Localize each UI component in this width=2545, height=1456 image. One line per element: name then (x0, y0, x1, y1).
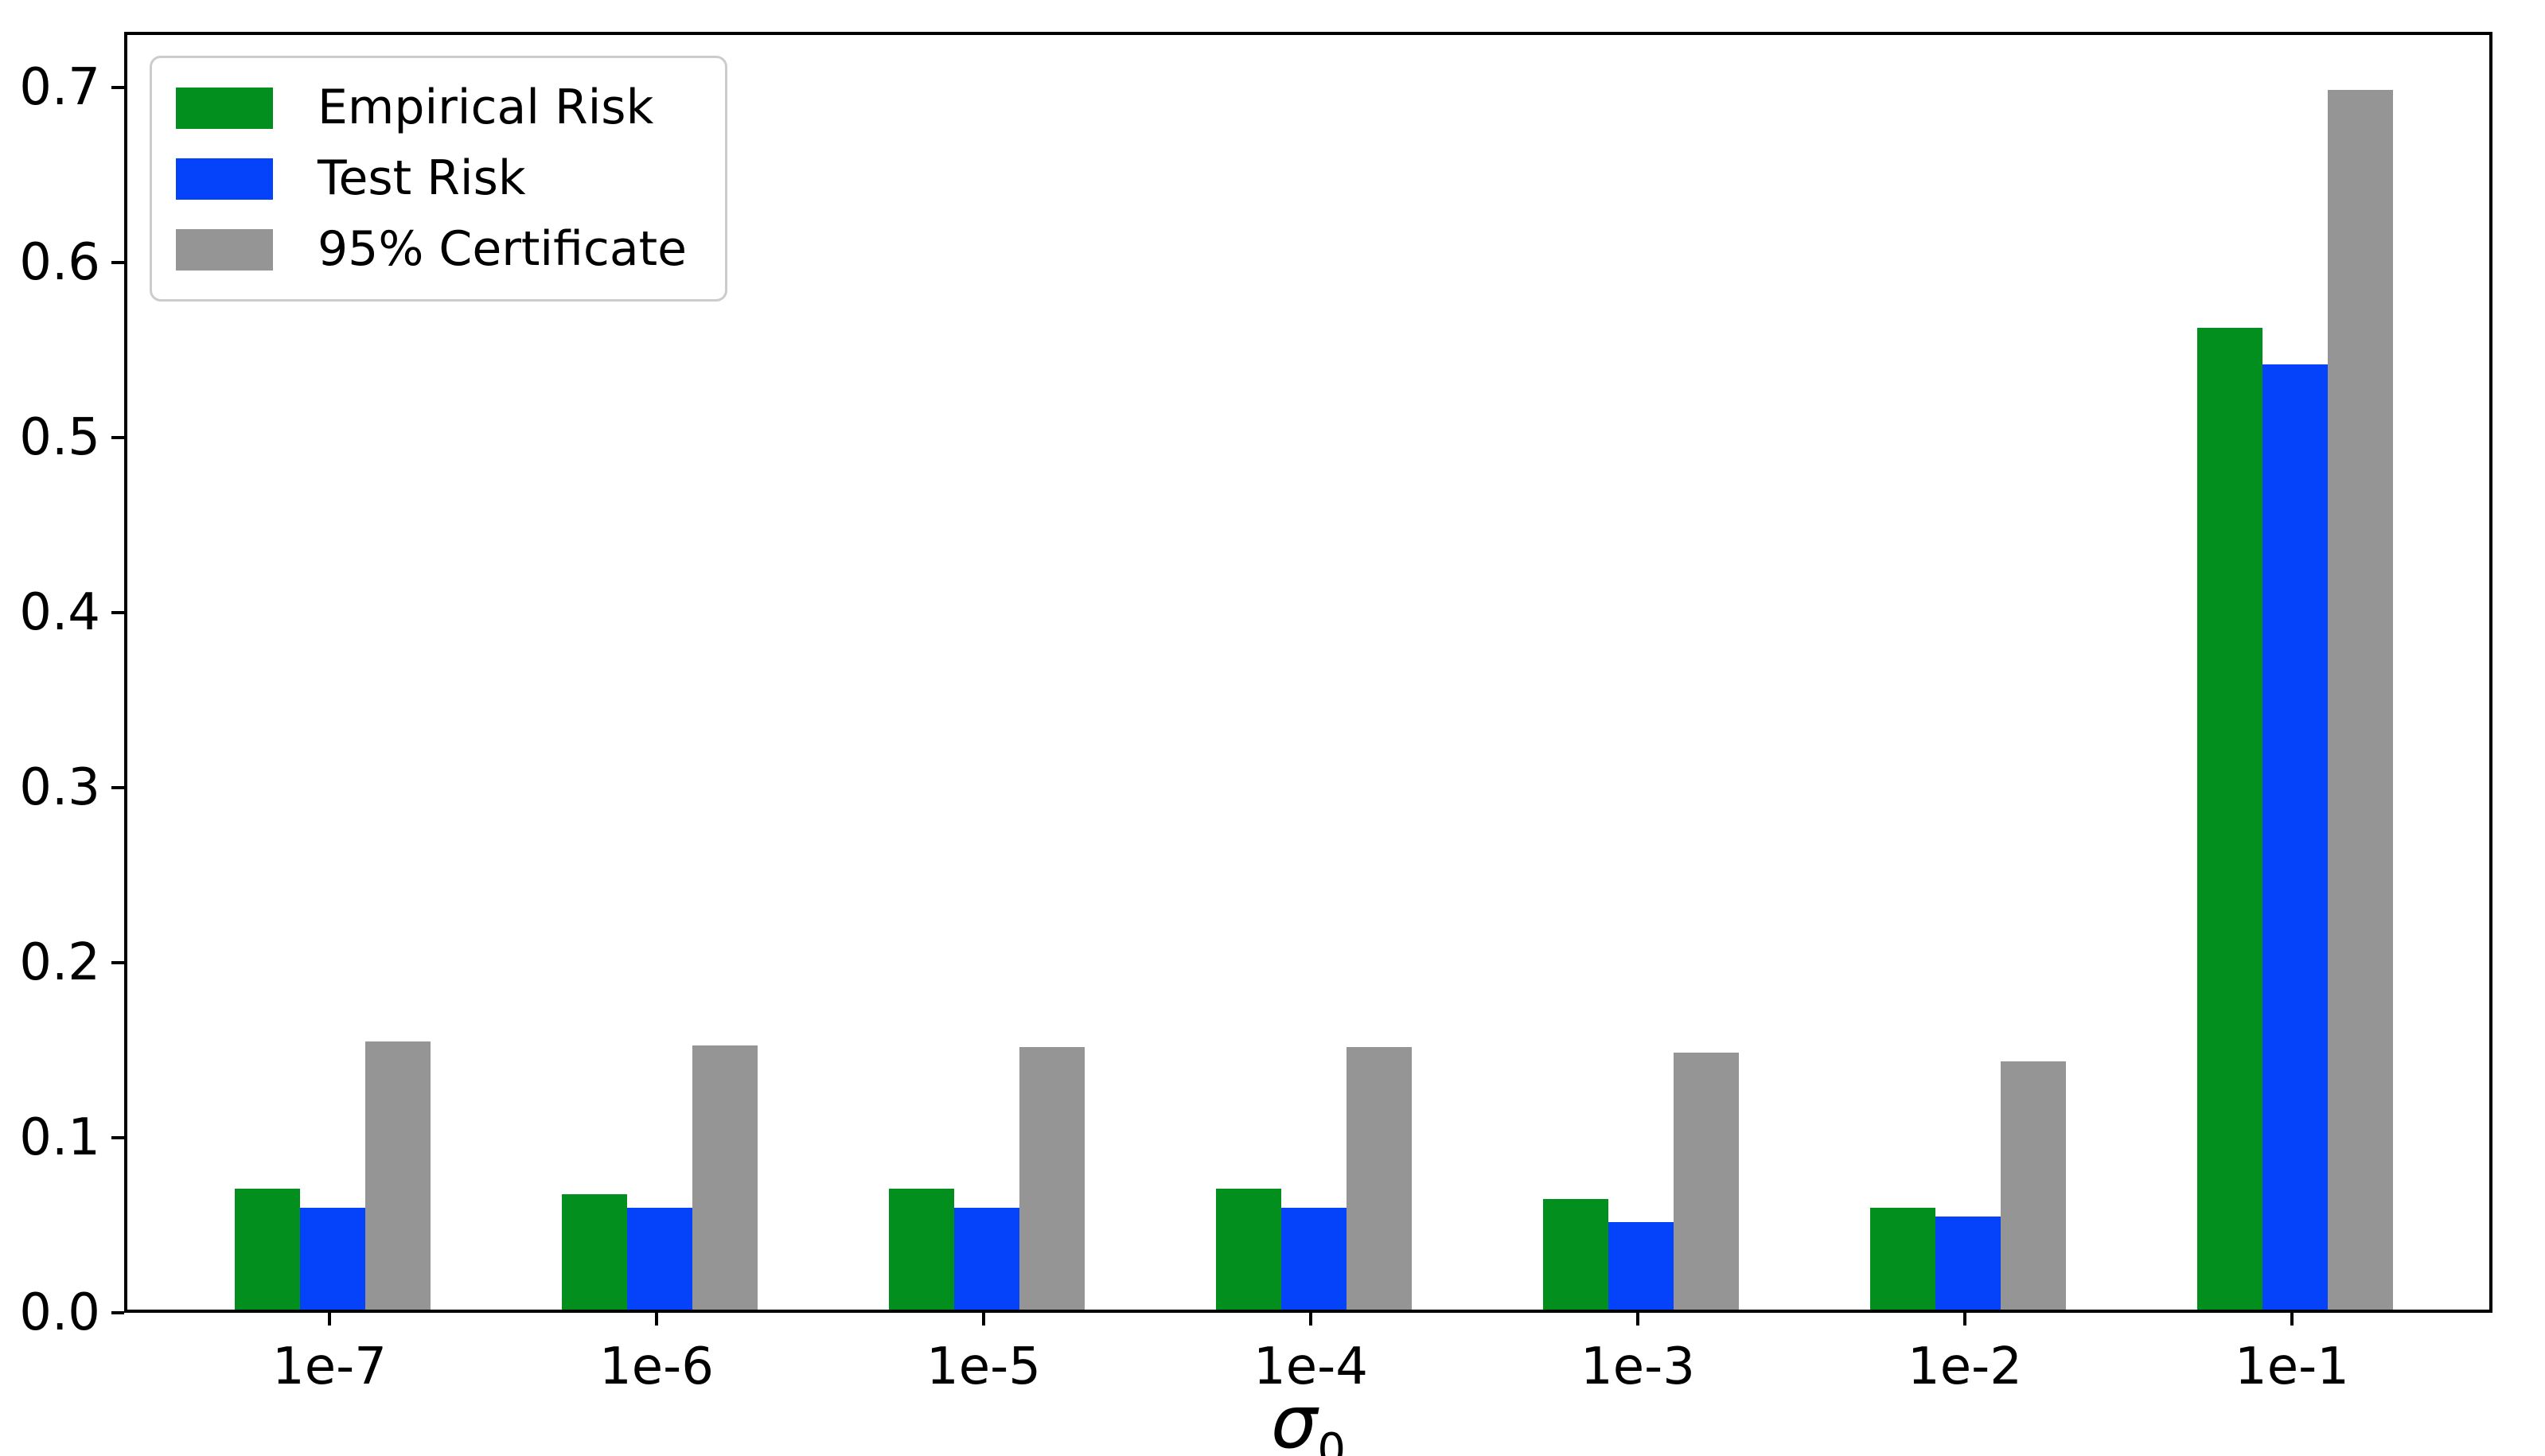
y-tick-label-0.4: 0.4 (19, 582, 100, 642)
legend-swatch-95-certificate (176, 228, 273, 271)
x-tick-label-1e-2: 1e-2 (1908, 1337, 2022, 1396)
bar-test-risk-1e-3 (1608, 1222, 1674, 1310)
x-tick-mark-1e-5 (982, 1313, 985, 1326)
x-tick-label-1e-6: 1e-6 (599, 1337, 714, 1396)
y-tick-mark-0.0 (111, 1311, 124, 1314)
x-axis-label: σ0 (1271, 1386, 1346, 1456)
legend-swatch-test-risk (176, 158, 273, 200)
y-tick-label-0.5: 0.5 (19, 407, 100, 467)
x-tick-mark-1e-2 (1963, 1313, 1966, 1326)
sigma-subscript: 0 (1317, 1424, 1346, 1456)
plot-area: Empirical Risk Test Risk 95% Certificate (124, 32, 2492, 1313)
x-tick-mark-1e-6 (655, 1313, 658, 1326)
bar-95-certificate-1e-3 (1674, 1053, 1739, 1310)
y-tick-label-0.7: 0.7 (19, 57, 100, 117)
y-tick-mark-0.2 (111, 960, 124, 964)
x-tick-label-1e-1: 1e-1 (2235, 1337, 2349, 1396)
legend-label-empirical-risk: Empirical Risk (318, 80, 654, 135)
legend: Empirical Risk Test Risk 95% Certificate (150, 56, 728, 302)
bar-95-certificate-1e-4 (1347, 1047, 1412, 1310)
bar-empirical-risk-1e-5 (889, 1189, 954, 1310)
legend-row-test-risk: Test Risk (176, 151, 687, 206)
x-tick-label-1e-4: 1e-4 (1253, 1337, 1368, 1396)
y-tick-mark-0.6 (111, 260, 124, 264)
bar-empirical-risk-1e-6 (562, 1194, 627, 1310)
x-tick-mark-1e-1 (2290, 1313, 2294, 1326)
x-tick-label-1e-7: 1e-7 (272, 1337, 387, 1396)
bar-empirical-risk-1e-2 (1870, 1208, 1935, 1310)
y-tick-mark-0.5 (111, 435, 124, 439)
y-tick-label-0.2: 0.2 (19, 932, 100, 992)
bar-empirical-risk-1e-3 (1543, 1199, 1608, 1310)
y-tick-mark-0.3 (111, 785, 124, 789)
bar-empirical-risk-1e-7 (235, 1189, 300, 1310)
legend-label-test-risk: Test Risk (318, 150, 526, 206)
bar-test-risk-1e-4 (1281, 1208, 1347, 1310)
legend-swatch-empirical-risk (176, 87, 273, 129)
legend-row-empirical-risk: Empirical Risk (176, 80, 687, 135)
bar-test-risk-1e-5 (954, 1208, 1019, 1310)
y-tick-label-0.6: 0.6 (19, 232, 100, 292)
x-tick-mark-1e-3 (1636, 1313, 1639, 1326)
x-tick-mark-1e-4 (1309, 1313, 1312, 1326)
legend-label-95-certificate: 95% Certificate (318, 221, 688, 277)
bar-test-risk-1e-6 (627, 1208, 692, 1310)
bar-95-certificate-1e-7 (365, 1041, 431, 1310)
bar-empirical-risk-1e-4 (1216, 1189, 1281, 1310)
bar-95-certificate-1e-1 (2328, 90, 2393, 1310)
y-tick-label-0.3: 0.3 (19, 757, 100, 817)
y-tick-mark-0.4 (111, 610, 124, 614)
x-tick-mark-1e-7 (328, 1313, 331, 1326)
bar-95-certificate-1e-6 (692, 1045, 758, 1310)
bar-empirical-risk-1e-1 (2197, 328, 2262, 1310)
x-tick-label-1e-5: 1e-5 (926, 1337, 1041, 1396)
y-tick-label-0.0: 0.0 (19, 1283, 100, 1342)
y-tick-mark-0.1 (111, 1135, 124, 1139)
sigma-symbol: σ (1271, 1380, 1318, 1456)
bar-test-risk-1e-2 (1935, 1217, 2001, 1310)
x-tick-label-1e-3: 1e-3 (1580, 1337, 1695, 1396)
bar-test-risk-1e-1 (2262, 364, 2328, 1310)
legend-row-95-certificate: 95% Certificate (176, 222, 687, 277)
bar-95-certificate-1e-2 (2001, 1061, 2066, 1310)
bar-95-certificate-1e-5 (1019, 1047, 1085, 1310)
y-tick-mark-0.7 (111, 85, 124, 89)
y-tick-label-0.1: 0.1 (19, 1108, 100, 1167)
bar-test-risk-1e-7 (300, 1208, 365, 1310)
